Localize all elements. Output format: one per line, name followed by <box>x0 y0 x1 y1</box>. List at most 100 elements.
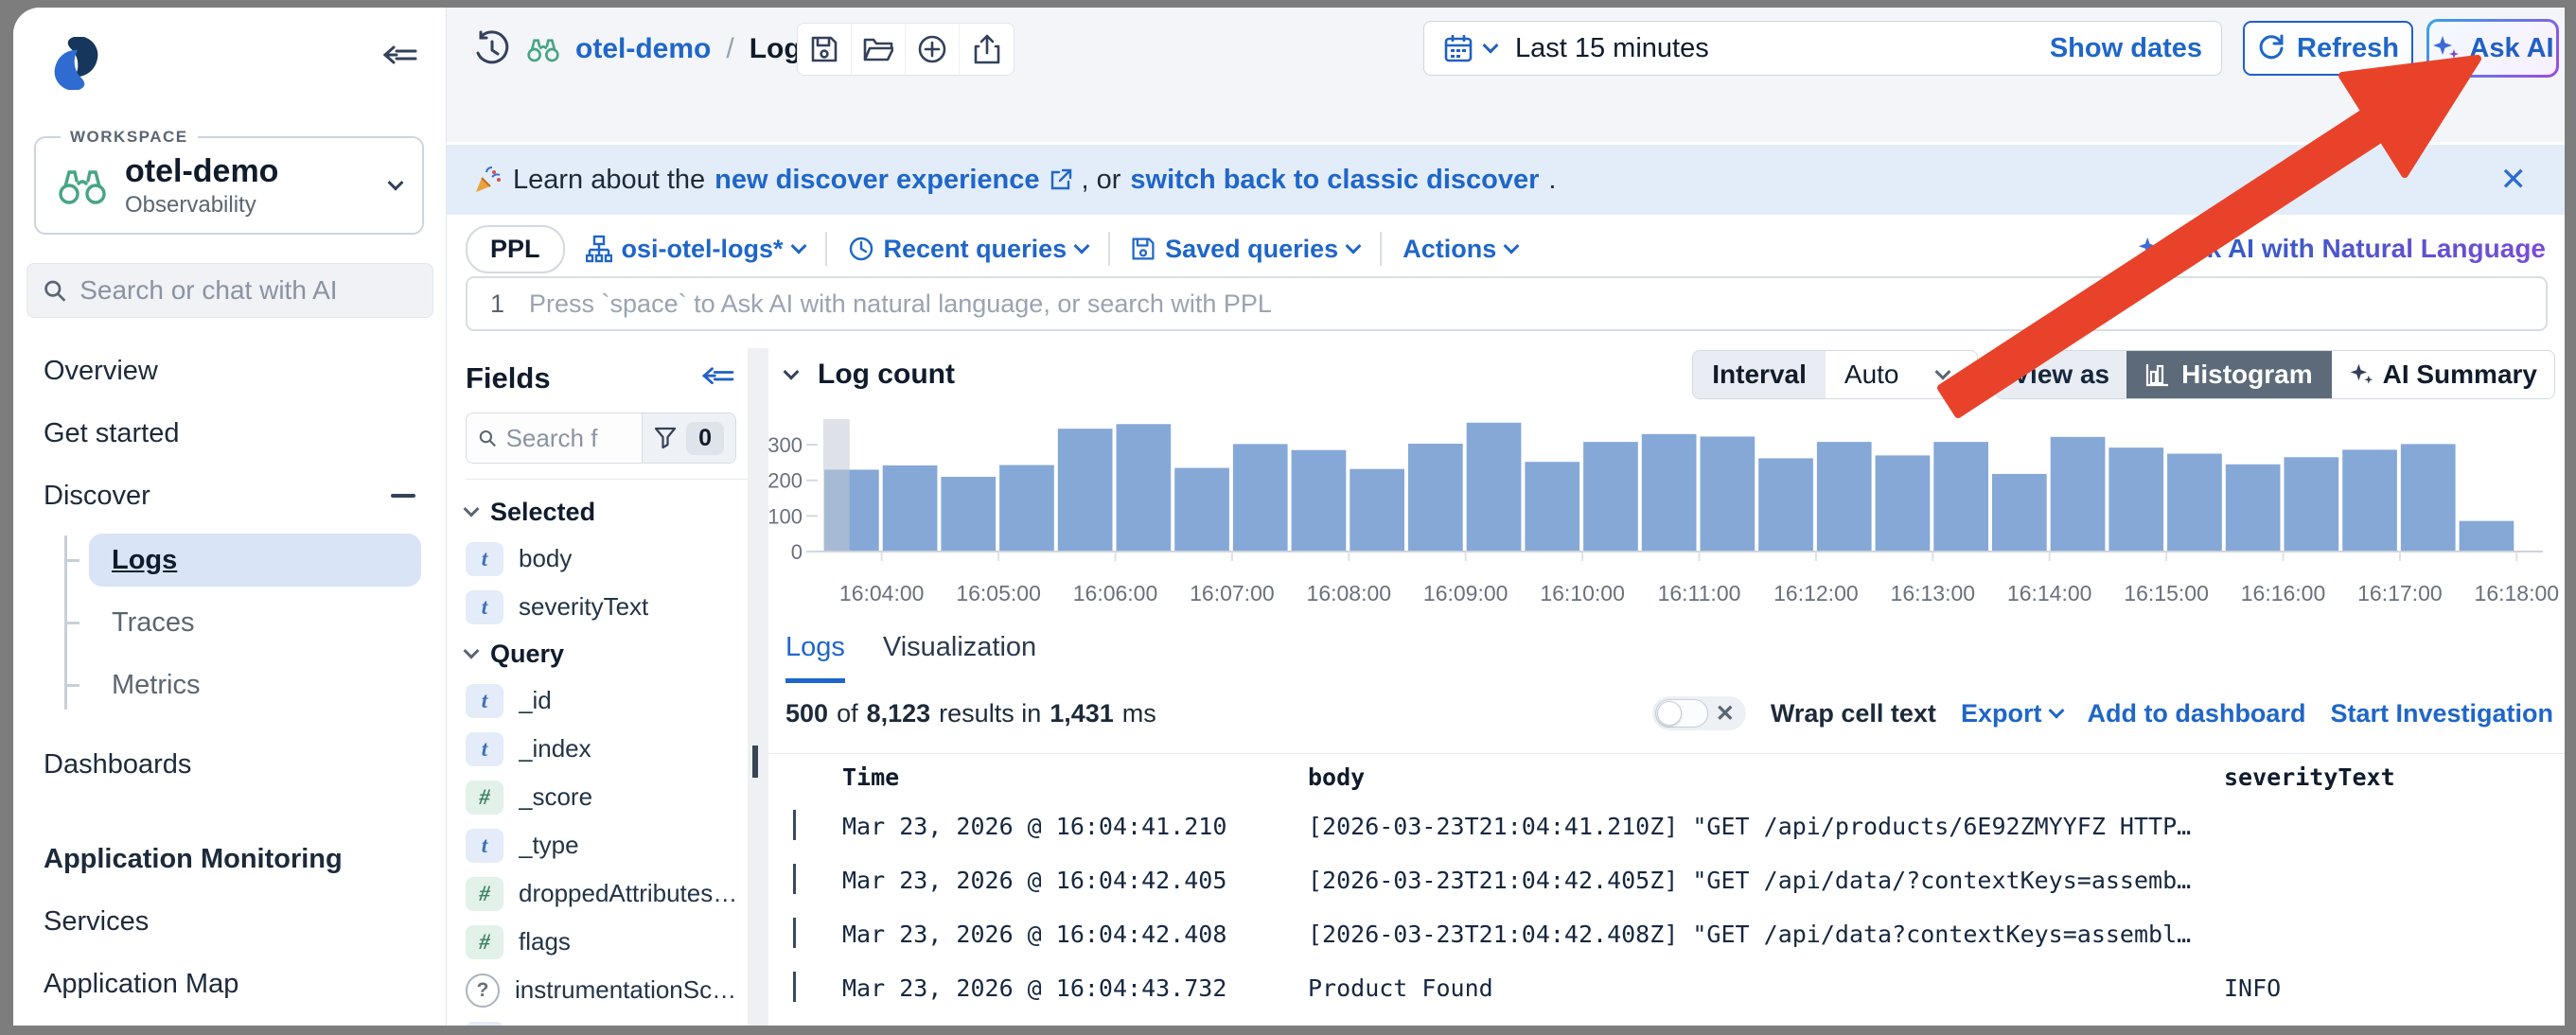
partial-bucket-overlay <box>823 419 850 552</box>
field-item-droppedattributescount[interactable]: # droppedAttributesCount <box>466 869 748 918</box>
expand-row-icon[interactable] <box>793 918 796 948</box>
histogram-bar[interactable] <box>2108 447 2164 552</box>
histogram-bar[interactable] <box>1992 473 2047 552</box>
sidebar-item-dashboards[interactable]: Dashboards <box>38 742 421 787</box>
collapse-section-icon[interactable] <box>391 494 415 498</box>
column-header-severity[interactable]: severityText <box>2224 763 2395 791</box>
histogram-bar[interactable] <box>1408 443 1463 552</box>
histogram-bar[interactable] <box>1057 429 1113 552</box>
panel-resize-handle[interactable] <box>748 348 768 1026</box>
histogram-bar[interactable] <box>1350 468 1404 552</box>
histogram-bar[interactable] <box>2400 444 2456 552</box>
histogram-bar[interactable] <box>1933 442 1988 552</box>
field-item-id[interactable]: t _id <box>466 676 748 725</box>
new-discover-link[interactable]: new discover experience <box>715 164 1040 195</box>
fields-search-input[interactable] <box>505 423 631 453</box>
refresh-button[interactable]: Refresh <box>2243 21 2413 76</box>
field-item-instrumentationscope[interactable]: t instrumentationScope.… <box>466 1014 748 1026</box>
expand-row-icon[interactable] <box>793 972 796 1002</box>
ai-summary-button[interactable]: AI Summary <box>2332 360 2554 390</box>
date-picker[interactable]: Last 15 minutes Show dates <box>1423 21 2222 76</box>
classic-discover-link[interactable]: switch back to classic discover <box>1130 164 1540 195</box>
ask-ai-button[interactable]: Ask AI <box>2426 19 2559 78</box>
histogram-bar[interactable] <box>1525 462 1580 552</box>
workspace-selector[interactable]: WORKSPACE otel-demo Observability <box>34 128 424 235</box>
histogram-bar[interactable] <box>1700 436 1756 552</box>
banner-close-icon[interactable]: ✕ <box>2499 162 2528 198</box>
sidebar-item-application-monitoring[interactable]: Application Monitoring <box>38 836 421 882</box>
history-icon[interactable] <box>473 30 511 68</box>
field-group-query[interactable]: Query <box>463 631 748 676</box>
histogram-bar[interactable] <box>882 465 938 552</box>
histogram-bar[interactable] <box>1291 449 1347 552</box>
collapse-sidebar-icon[interactable] <box>383 44 417 72</box>
index-pattern-selector[interactable]: osi-otel-logs* <box>585 235 807 264</box>
save-button[interactable] <box>798 24 852 75</box>
expand-row-icon[interactable] <box>793 864 796 894</box>
expand-row-icon[interactable] <box>793 810 796 840</box>
wrap-text-toggle[interactable]: ✕ <box>1651 696 1746 730</box>
interval-select[interactable]: Auto <box>1825 351 1977 398</box>
time-range-value[interactable]: Last 15 minutes <box>1515 32 1709 63</box>
field-item-type[interactable]: t _type <box>466 821 748 869</box>
open-button[interactable] <box>852 24 906 75</box>
sidebar-item-logs[interactable]: Logs <box>67 534 421 587</box>
new-button[interactable] <box>906 24 960 75</box>
tab-visualization[interactable]: Visualization <box>882 632 1037 662</box>
histogram-bar[interactable] <box>1116 424 1172 552</box>
field-item-index[interactable]: t _index <box>466 725 748 773</box>
sidebar-item-get-started[interactable]: Get started <box>38 411 421 456</box>
histogram-bar[interactable] <box>2167 453 2222 552</box>
histogram-bar[interactable] <box>1174 467 1229 552</box>
log-count-histogram[interactable]: 0 100 200 300 16:04:00 16:05:00 16:06:00 16:07:… <box>768 405 2565 621</box>
histogram-bar[interactable] <box>999 465 1054 552</box>
sidebar-search[interactable] <box>26 263 433 318</box>
add-to-dashboard-button[interactable]: Add to dashboard <box>2087 699 2305 728</box>
field-item-score[interactable]: # _score <box>466 773 748 821</box>
saved-queries-button[interactable]: Saved queries <box>1131 235 1362 264</box>
histogram-bar[interactable] <box>2459 520 2514 552</box>
sidebar-item-metrics[interactable]: Metrics <box>67 660 421 710</box>
collapse-chart-icon[interactable] <box>783 363 800 380</box>
histogram-bar[interactable] <box>1232 444 1288 552</box>
sidebar-search-input[interactable] <box>79 275 417 306</box>
export-button[interactable]: Export <box>1961 699 2065 728</box>
show-dates-link[interactable]: Show dates <box>2049 32 2202 63</box>
field-group-label: Query <box>490 639 565 668</box>
fields-filter-button[interactable]: 0 <box>642 413 735 463</box>
sidebar-item-overview[interactable]: Overview <box>38 348 421 394</box>
start-investigation-button[interactable]: Start Investigation <box>2330 699 2553 728</box>
field-item-flags[interactable]: # flags <box>466 918 748 966</box>
histogram-bar[interactable] <box>1466 422 1522 552</box>
query-input[interactable]: 1 Press `space` to Ask AI with natural l… <box>466 276 2548 331</box>
histogram-bar[interactable] <box>2342 449 2397 552</box>
field-group-selected[interactable]: Selected <box>463 489 748 535</box>
histogram-bar[interactable] <box>1641 433 1697 552</box>
query-language-button[interactable]: PPL <box>466 224 565 273</box>
histogram-bar[interactable] <box>941 476 997 552</box>
ask-ai-natural-language-button[interactable]: Ask AI with Natural Language <box>2137 234 2546 264</box>
tab-logs[interactable]: Logs <box>785 632 845 683</box>
histogram-bar[interactable] <box>1583 442 1638 552</box>
collapse-fields-icon[interactable] <box>702 365 734 392</box>
histogram-bar[interactable] <box>1758 458 1813 552</box>
sidebar-item-application-map[interactable]: Application Map <box>38 961 421 1007</box>
sidebar-item-discover[interactable]: Discover <box>38 473 421 518</box>
share-button[interactable] <box>960 24 1014 75</box>
histogram-bar[interactable] <box>2284 457 2339 552</box>
histogram-bar[interactable] <box>1875 455 1931 552</box>
view-histogram-button[interactable]: Histogram <box>2126 351 2332 398</box>
actions-button[interactable]: Actions <box>1403 235 1520 264</box>
sidebar-item-traces[interactable]: Traces <box>67 598 421 647</box>
field-item-severitytext[interactable]: t severityText <box>466 583 748 631</box>
column-header-body[interactable]: body <box>1308 763 1366 791</box>
recent-queries-button[interactable]: Recent queries <box>848 235 1090 264</box>
column-header-time[interactable]: Time <box>842 763 900 791</box>
histogram-bar[interactable] <box>2050 436 2106 552</box>
field-item-body[interactable]: t body <box>466 535 748 583</box>
breadcrumb-workspace[interactable]: otel-demo <box>575 33 712 64</box>
histogram-bar[interactable] <box>2225 464 2281 552</box>
field-item-instrumentationscope[interactable]: ? instrumentationScope <box>466 966 748 1014</box>
histogram-bar[interactable] <box>1816 442 1872 552</box>
sidebar-item-services[interactable]: Services <box>38 899 421 944</box>
